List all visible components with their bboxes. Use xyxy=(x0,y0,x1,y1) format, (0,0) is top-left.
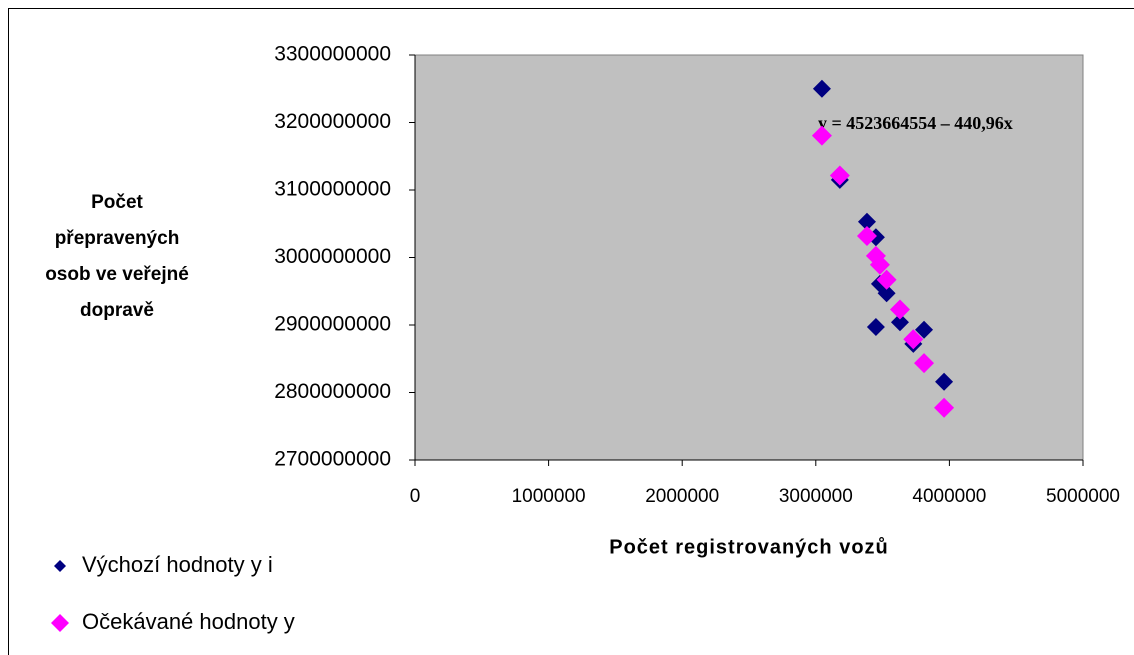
y-axis-title: přepravených xyxy=(55,228,180,249)
data-point xyxy=(857,212,876,231)
data-point xyxy=(811,125,832,146)
y-tick-label: 2900000000 xyxy=(274,313,391,336)
x-tick-label: 0 xyxy=(410,486,421,507)
y-tick-label: 3300000000 xyxy=(274,43,391,66)
legend-marker xyxy=(54,560,66,572)
x-tick-label: 1000000 xyxy=(512,486,586,507)
x-tick-label: 4000000 xyxy=(912,486,986,507)
data-point xyxy=(812,79,831,98)
data-point xyxy=(890,313,909,332)
y-axis-title: dopravě xyxy=(80,300,154,321)
data-point xyxy=(915,320,934,339)
data-point xyxy=(914,353,935,374)
data-point xyxy=(856,225,877,246)
data-point xyxy=(934,397,955,418)
x-tick-label: 3000000 xyxy=(779,486,853,507)
legend-label: Výchozí hodnoty y i xyxy=(82,552,273,577)
data-point xyxy=(877,284,896,303)
data-point xyxy=(829,165,850,186)
data-point xyxy=(903,329,924,350)
annotation: y = 4523664554 – 440,96x xyxy=(818,113,1013,133)
data-point xyxy=(869,254,890,275)
x-tick-label: 5000000 xyxy=(1046,486,1120,507)
plot-area xyxy=(414,54,1084,461)
legend-marker xyxy=(51,614,69,632)
y-axis-title: Počet xyxy=(91,192,143,213)
data-point xyxy=(889,299,910,320)
legend-label: Očekávané hodnoty y xyxy=(82,609,295,634)
y-axis-title: osob ve veřejné xyxy=(45,264,189,285)
data-point xyxy=(876,269,897,290)
data-point xyxy=(935,372,954,391)
y-tick-label: 3000000000 xyxy=(274,245,391,268)
y-tick-label: 2800000000 xyxy=(274,380,391,403)
data-point xyxy=(866,318,885,337)
y-tick-label: 3200000000 xyxy=(274,110,391,133)
x-tick-label: 2000000 xyxy=(645,486,719,507)
x-axis-title: Počet registrovaných vozů xyxy=(609,536,889,558)
y-tick-label: 3100000000 xyxy=(274,178,391,201)
y-tick-label: 2700000000 xyxy=(274,448,391,471)
